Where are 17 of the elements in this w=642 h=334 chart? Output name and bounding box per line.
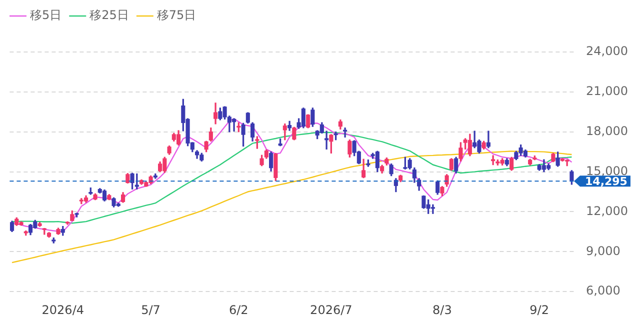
y-tick-label: 15,000 [586,164,628,178]
y-tick-label: 12,000 [586,204,628,218]
x-tick-label: 8/3 [432,302,452,317]
x-tick-label: 5/7 [141,302,160,317]
legend-label: 移5日 [30,8,62,22]
x-tick-label: 6/2 [229,302,248,317]
y-tick-label: 9,000 [586,244,620,258]
x-tick-label: 2026/7 [310,302,352,317]
y-tick-label: 24,000 [586,44,628,58]
legend-label: 移75日 [156,8,196,22]
y-tick-label: 6,000 [586,284,620,298]
y-tick-label: 21,000 [586,84,628,98]
y-tick-label: 18,000 [586,124,628,138]
ref-line-label: 14,295 [585,175,628,188]
legend-label: 移25日 [90,8,129,22]
x-tick-label: 2026/4 [42,302,84,317]
x-tick-label: 9/2 [530,302,549,317]
